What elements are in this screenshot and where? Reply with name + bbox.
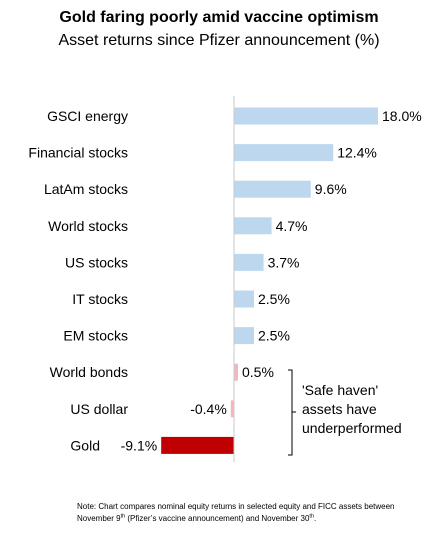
category-label: US dollar [70,401,128,417]
bar-gsci-energy [234,107,378,125]
safe-haven-bracket [288,369,296,456]
value-label: -0.4% [190,401,227,417]
note-text-3: . [314,514,317,523]
note-text-2: (Pfizer’s vaccine announcement) and Nove… [125,514,310,523]
category-label: Gold [70,437,100,453]
annotation-line-3: underperformed [302,420,402,436]
value-label: 2.5% [258,328,290,344]
category-label: EM stocks [63,328,128,344]
bar-us-dollar [230,400,234,418]
annotation-line-2: assets have [302,401,377,417]
value-label: 0.5% [242,364,274,380]
value-label: 2.5% [258,291,290,307]
note-text-1: Note: Chart compares nominal equity retu… [77,502,395,523]
bar-latam-stocks [234,180,311,198]
note-superscript-1: th [120,513,126,520]
value-label: -9.1% [121,437,158,453]
value-label: 9.6% [315,181,347,197]
category-label: IT stocks [72,291,128,307]
category-label: LatAm stocks [44,181,128,197]
bar-financial-stocks [234,144,334,162]
bar-world-stocks [234,217,272,235]
category-label: Financial stocks [28,145,128,161]
category-label: GSCI energy [47,108,128,124]
bar-us-stocks [234,253,264,271]
chart-title: Gold faring poorly amid vaccine optimism [59,9,379,26]
category-label: World bonds [50,364,128,380]
note-superscript-2: th [309,513,315,520]
safe-haven-annotation: 'Safe haven' assets have underperformed [302,381,432,438]
chart-subtitle: Asset returns since Pfizer announcement … [58,32,380,49]
value-label: 4.7% [276,218,308,234]
category-label: US stocks [65,254,128,270]
labels-group: GSCI energy 18.0% Financial stocks 12.4% Lat… [28,108,421,453]
category-label: World stocks [48,218,128,234]
bar-world-bonds [234,363,238,381]
value-label: 3.7% [268,254,300,270]
bar-gold [161,436,234,454]
bar-it-stocks [234,290,254,308]
annotation-line-1: 'Safe haven' [302,382,379,398]
bars-group [161,107,378,454]
value-label: 12.4% [337,145,377,161]
chart-footnote: Note: Chart compares nominal equity retu… [77,501,432,525]
value-label: 18.0% [382,108,422,124]
bar-em-stocks [234,327,254,345]
